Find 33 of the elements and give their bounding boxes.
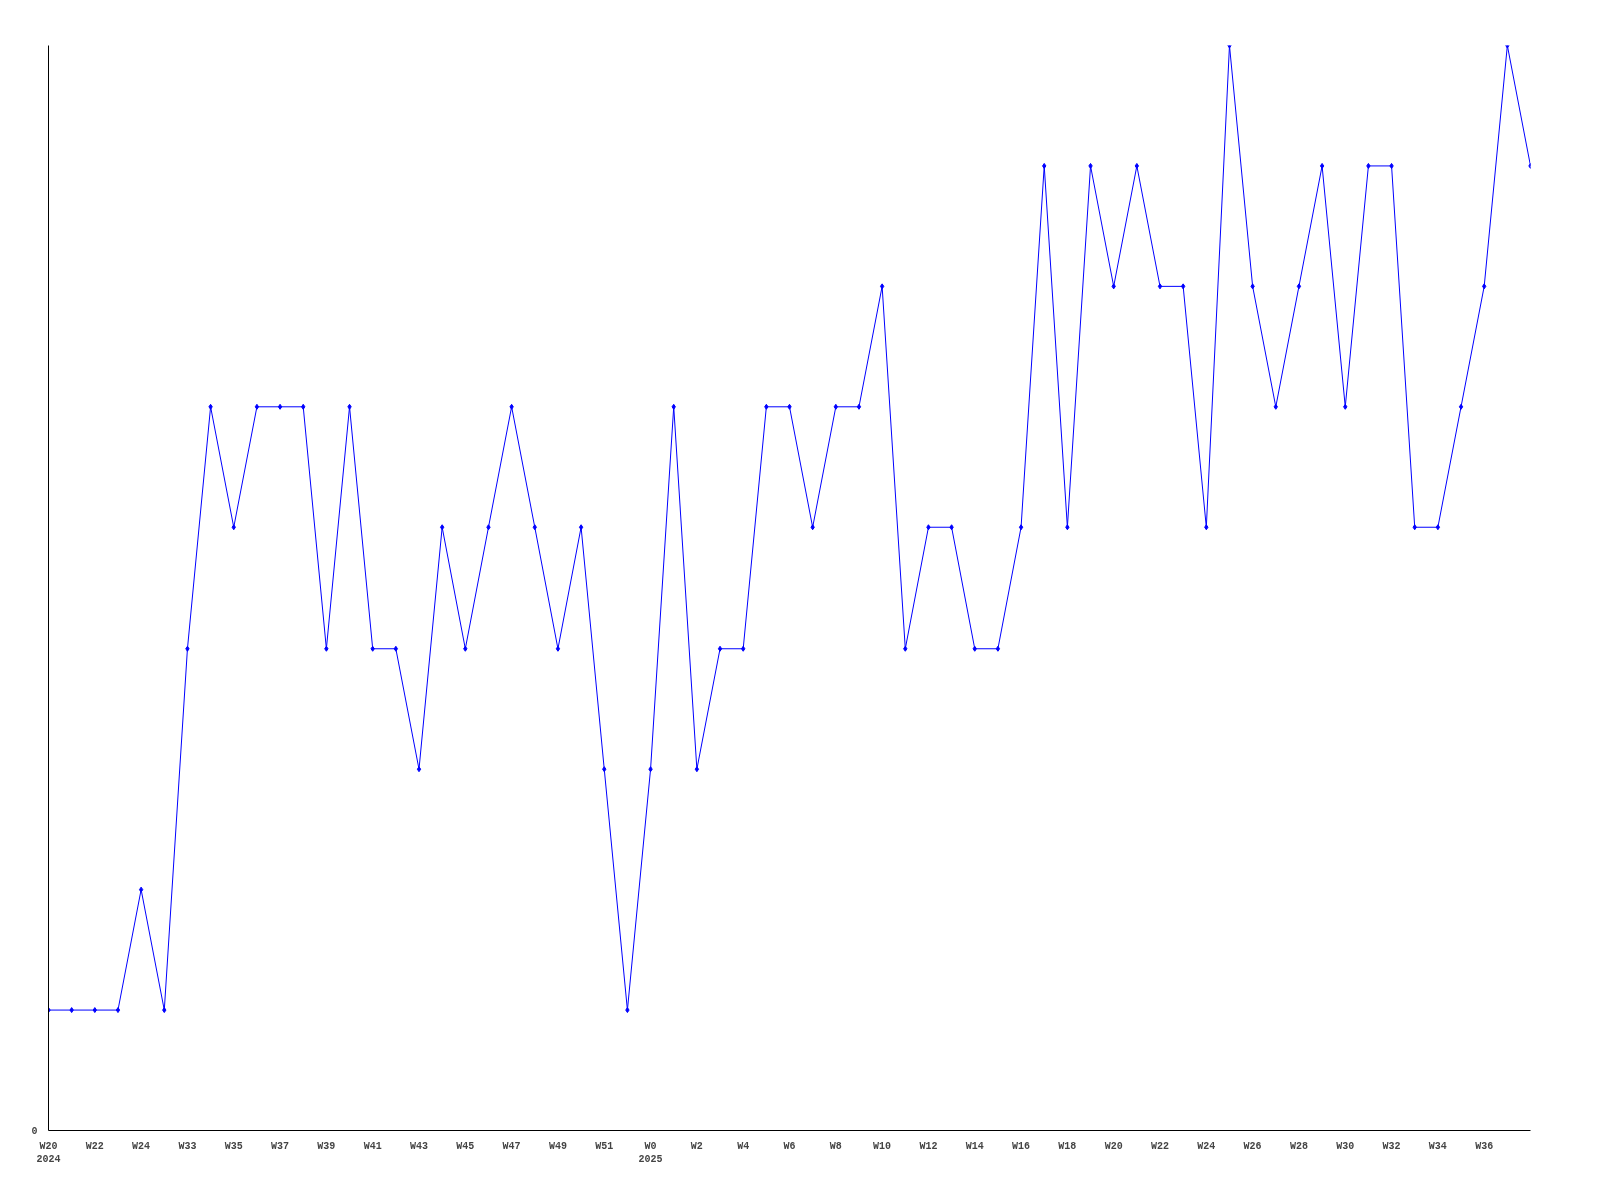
x-tick-label: W45 bbox=[456, 1140, 475, 1152]
x-tick-label: W6 bbox=[783, 1140, 796, 1152]
x-tick-label: W33 bbox=[178, 1140, 197, 1152]
x-tick-label: W35 bbox=[224, 1140, 243, 1152]
x-tick-label: W37 bbox=[271, 1140, 290, 1152]
x-tick-label: W2 bbox=[690, 1140, 703, 1152]
x-tick-label: W10 bbox=[873, 1140, 892, 1152]
x-tick-label: W28 bbox=[1289, 1140, 1308, 1152]
x-tick-label: W30 bbox=[1336, 1140, 1355, 1152]
x-tick-label: W20 2024 bbox=[36, 1140, 61, 1165]
x-tick-label: W36 bbox=[1475, 1140, 1494, 1152]
x-tick-label: W0 2025 bbox=[638, 1140, 663, 1165]
x-tick-label: W12 bbox=[919, 1140, 938, 1152]
x-tick-label: W51 bbox=[595, 1140, 614, 1152]
x-tick-label: W34 bbox=[1428, 1140, 1447, 1152]
x-tick-label: W26 bbox=[1243, 1140, 1262, 1152]
x-tick-label: W8 bbox=[829, 1140, 842, 1152]
x-tick-label: W4 bbox=[737, 1140, 750, 1152]
x-tick-label: W14 bbox=[965, 1140, 984, 1152]
text: 0 bbox=[31, 1126, 38, 1137]
x-tick-label: W43 bbox=[410, 1140, 429, 1152]
x-tick-label: W41 bbox=[363, 1140, 382, 1152]
x-tick-label: W22 bbox=[85, 1140, 104, 1152]
x-tick-label: W20 bbox=[1104, 1140, 1123, 1152]
x-tick-label: W39 bbox=[317, 1140, 336, 1152]
x-tick-label: W22 bbox=[1151, 1140, 1170, 1152]
x-tick-label: W32 bbox=[1382, 1140, 1401, 1152]
x-tick-label: W47 bbox=[502, 1140, 521, 1152]
x-tick-label: W24 bbox=[132, 1140, 151, 1152]
x-tick-label: W18 bbox=[1058, 1140, 1077, 1152]
x-tick-label: W16 bbox=[1012, 1140, 1031, 1152]
x-tick-label: W49 bbox=[548, 1140, 567, 1152]
x-tick-label: W24 bbox=[1197, 1140, 1216, 1152]
